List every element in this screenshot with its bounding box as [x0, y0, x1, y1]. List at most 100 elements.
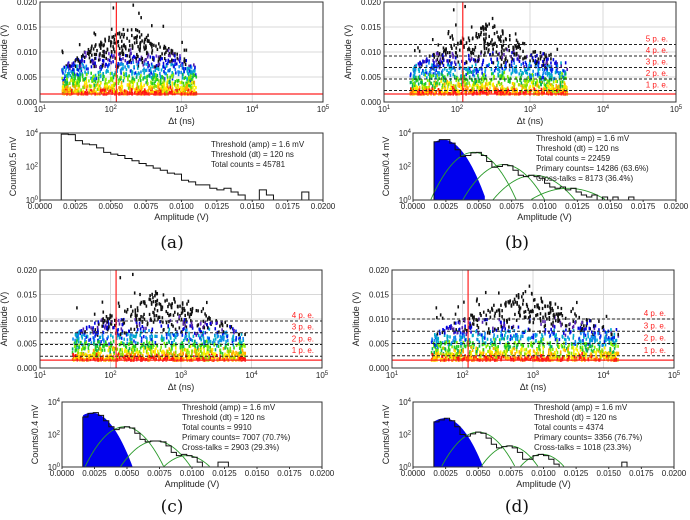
heatmap-cell: [493, 32, 496, 36]
heatmap-cell: [587, 347, 590, 351]
heatmap-cell: [185, 328, 187, 332]
heatmap-cell: [176, 320, 179, 324]
heatmap-cell: [149, 90, 152, 95]
heatmap-cell: [163, 351, 166, 355]
heatmap-cell: [138, 57, 141, 62]
heatmap-cell: [530, 341, 533, 345]
heatmap-cell: [515, 46, 518, 50]
heatmap-cell: [171, 49, 174, 53]
heatmap-cell: [542, 59, 544, 64]
heatmap-cell: [101, 324, 104, 328]
heatmap-cell: [128, 329, 130, 333]
heatmap-cell: [525, 62, 528, 67]
heatmap-cell: [187, 339, 190, 343]
heatmap-cell: [527, 75, 530, 80]
heatmap-cell: [524, 329, 527, 333]
heatmap-cell: [100, 67, 103, 71]
heatmap-cell: [514, 32, 517, 36]
heatmap-cell: [185, 85, 187, 90]
heatmap-cell: [460, 348, 463, 352]
heatmap-cell: [112, 88, 115, 93]
heatmap-cell: [133, 41, 136, 45]
heatmap-cell: [452, 53, 454, 57]
heatmap-cell: [165, 352, 168, 356]
hist-y-tick-label: 102: [399, 163, 412, 172]
heatmap-cell: [112, 346, 114, 350]
heatmap-cell: [485, 345, 488, 349]
heatmap-cell: [440, 79, 442, 83]
heatmap-cell: [447, 83, 450, 87]
heatmap-cell: [109, 341, 112, 345]
heatmap-cell: [146, 82, 149, 86]
heatmap-cell: [191, 352, 193, 356]
scatter-x-label: Δt (ns): [168, 116, 195, 126]
heatmap-cell: [174, 310, 176, 314]
hist-stats-line: Cross-talks = 2903 (29.3%): [182, 443, 279, 452]
heatmap-cell: [160, 350, 163, 354]
heatmap-cell: [68, 81, 71, 85]
heatmap-cell: [129, 91, 132, 95]
heatmap-cell: [495, 86, 497, 90]
heatmap-cell: [417, 75, 420, 79]
heatmap-cell: [184, 337, 186, 341]
heatmap-cell: [182, 66, 184, 71]
heatmap-cell: [238, 346, 241, 350]
y-tick-label: 0.015: [17, 23, 38, 32]
heatmap-cell: [170, 357, 173, 361]
heatmap-cell: [118, 57, 121, 61]
heatmap-cell: [422, 69, 425, 74]
heatmap-cell: [113, 41, 115, 45]
heatmap-cell: [169, 91, 172, 95]
heatmap-cell: [66, 80, 68, 84]
heatmap-cell: [534, 83, 537, 87]
heatmap-cell: [99, 44, 102, 48]
heatmap-cell: [130, 60, 132, 65]
heatmap-cell: [163, 79, 166, 83]
heatmap-cell: [237, 356, 240, 360]
heatmap-cell: [435, 68, 437, 73]
heatmap-cell: [142, 329, 145, 333]
heatmap-cell: [78, 64, 81, 68]
heatmap-cell: [123, 321, 126, 325]
heatmap-cell: [564, 72, 567, 76]
heatmap-cell: [187, 89, 189, 93]
heatmap-cell: [139, 90, 141, 94]
heatmap-cell: [233, 351, 235, 355]
heatmap-cell: [159, 87, 162, 91]
heatmap-cell: [135, 87, 138, 91]
heatmap-cell: [188, 69, 191, 73]
heatmap-cell: [103, 43, 105, 47]
heatmap-cell: [89, 50, 91, 55]
heatmap-cell: [186, 357, 188, 361]
heatmap-cell: [441, 74, 444, 78]
heatmap-cell: [75, 356, 78, 360]
heatmap-cell: [81, 62, 84, 66]
y-tick-label: 0.005: [369, 340, 390, 349]
heatmap-cell: [141, 320, 144, 324]
heatmap-cell: [74, 73, 77, 77]
heatmap-cell: [120, 39, 123, 43]
heatmap-cell: [493, 74, 495, 79]
heatmap-cell: [171, 302, 173, 306]
heatmap-cell: [110, 84, 113, 88]
heatmap-cell: [480, 26, 482, 30]
heatmap-cell: [515, 51, 518, 56]
heatmap-cell: [206, 300, 208, 305]
heatmap-cell: [199, 329, 201, 333]
heatmap-cell: [490, 60, 493, 64]
heatmap-cell: [550, 87, 553, 91]
heatmap-cell: [550, 76, 553, 80]
heatmap-cell: [177, 305, 179, 309]
heatmap-cell: [492, 53, 494, 57]
heatmap-cell: [200, 346, 203, 351]
heatmap-cell: [93, 330, 96, 334]
heatmap-cell: [525, 64, 528, 68]
heatmap-cell: [512, 45, 514, 49]
hist-y-label: Counts/0.4 mV: [381, 137, 391, 197]
heatmap-cell: [81, 75, 84, 79]
heatmap-cell: [180, 317, 183, 321]
heatmap-cell: [511, 86, 514, 90]
heatmap-cell: [413, 81, 415, 86]
heatmap-cell: [89, 357, 92, 362]
heatmap-cell: [91, 44, 93, 48]
